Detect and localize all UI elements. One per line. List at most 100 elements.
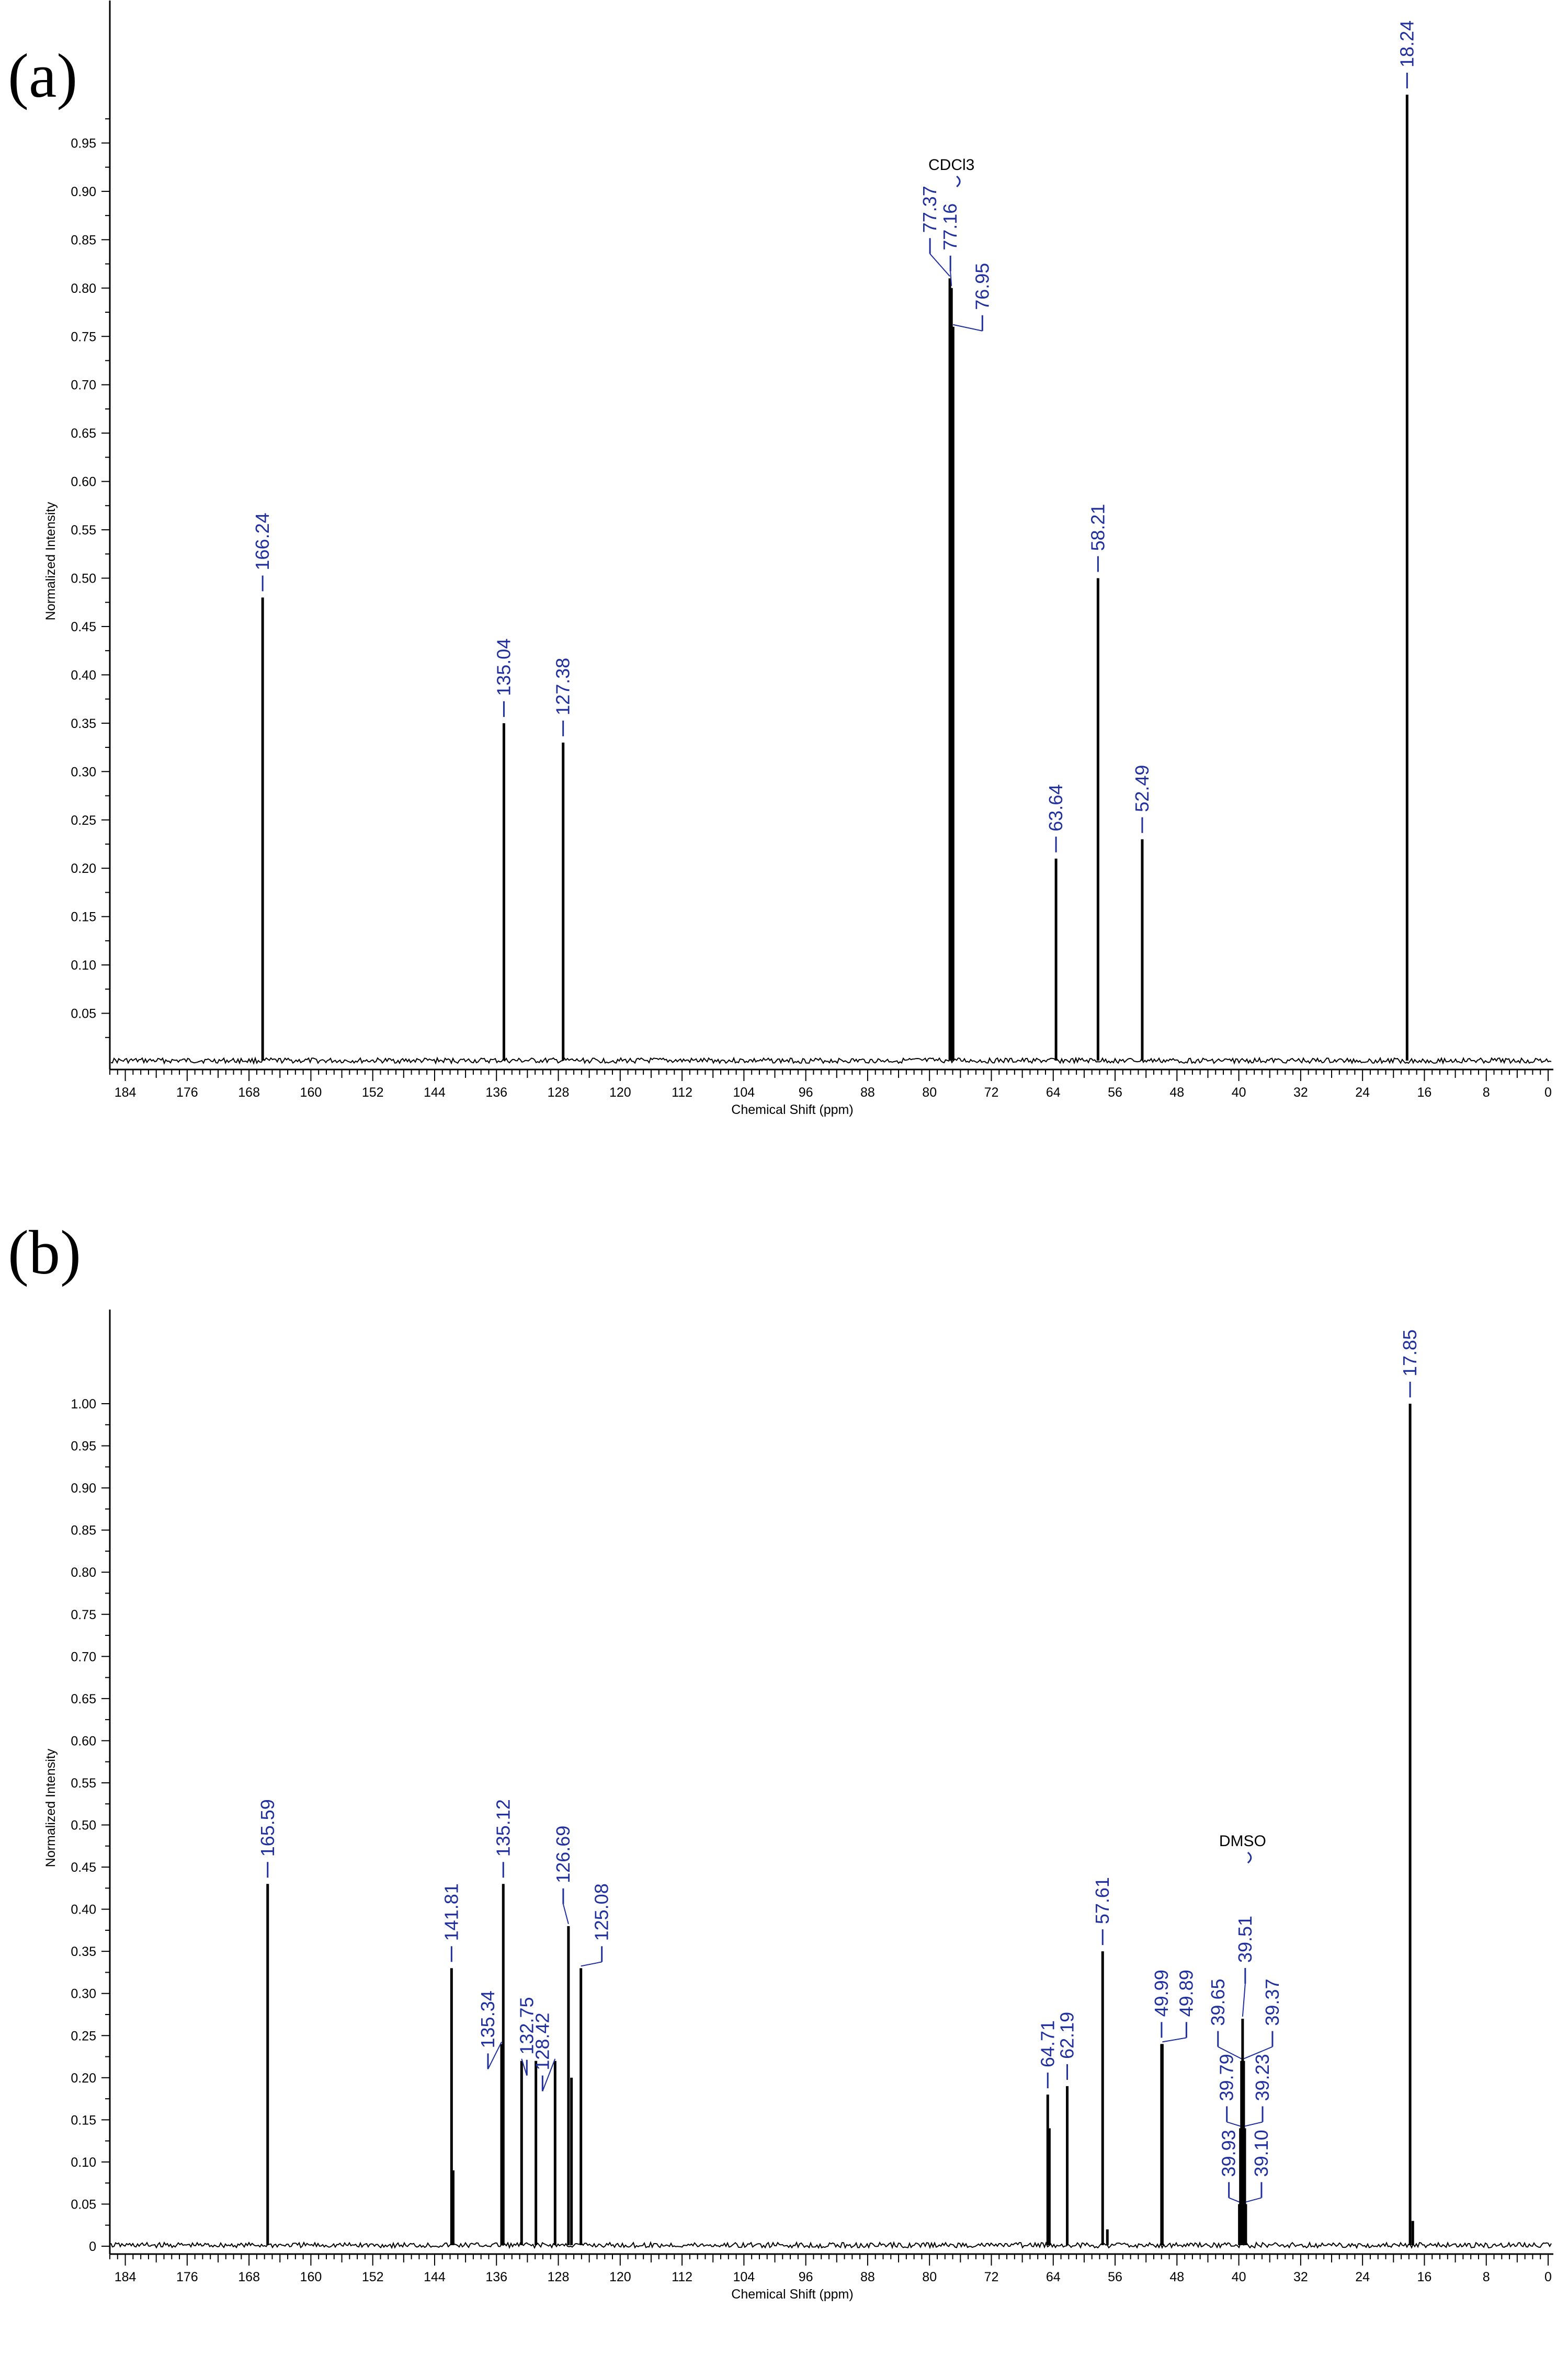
peak-label-135-04: 135.04 bbox=[493, 639, 514, 696]
x-tick-label-72: 72 bbox=[984, 2270, 999, 2284]
x-tick-label-160: 160 bbox=[300, 1085, 322, 1100]
y-tick-label-0-60: 0.60 bbox=[71, 475, 96, 490]
y-tick-label-0-50: 0.50 bbox=[71, 1818, 96, 1833]
x-tick-label-64: 64 bbox=[1046, 1085, 1061, 1100]
panel-b: (b)184 176 168 160 152 144 136 128 120 112 104 96 88… bbox=[8, 1218, 1553, 2302]
peak-label-127-38: 127.38 bbox=[552, 658, 574, 715]
peak-label-141-81: 141.81 bbox=[440, 1883, 462, 1941]
peak-label-132-75: 132.75 bbox=[516, 1997, 537, 2054]
peak-label-39-79: 39.79 bbox=[1216, 2054, 1237, 2101]
panel-a: (a)184 176 168 160 152 144 136 128 120 112 104 96 88… bbox=[8, 1, 1553, 1117]
x-tick-label-24: 24 bbox=[1355, 2270, 1370, 2284]
x-tick-label-144: 144 bbox=[424, 1085, 446, 1100]
peak-label-125-08: 125.08 bbox=[591, 1883, 612, 1941]
peak-label-64-71: 64.71 bbox=[1037, 2020, 1058, 2067]
x-tick-label-0: 0 bbox=[1544, 2270, 1552, 2284]
y-tick-label-0-75: 0.75 bbox=[71, 1608, 96, 1622]
x-tick-label-96: 96 bbox=[799, 1085, 813, 1100]
peak-label-39-65: 39.65 bbox=[1207, 1978, 1229, 2026]
peak-label-39-51: 39.51 bbox=[1234, 1916, 1256, 1963]
x-tick-label-184: 184 bbox=[115, 1085, 137, 1100]
x-tick-label-80: 80 bbox=[922, 1085, 937, 1100]
peak-label-57-61: 57.61 bbox=[1092, 1877, 1113, 1924]
peak-connector-126-69 bbox=[562, 1904, 569, 1925]
x-tick-label-32: 32 bbox=[1293, 1085, 1308, 1100]
y-tick-label-0-80: 0.80 bbox=[71, 281, 96, 296]
x-tick-label-184: 184 bbox=[115, 2270, 137, 2284]
peak-connector-128-42 bbox=[542, 2058, 556, 2091]
peak-label-63-64: 63.64 bbox=[1045, 784, 1066, 832]
x-tick-label-8: 8 bbox=[1483, 2270, 1490, 2284]
peak-label-39-37: 39.37 bbox=[1262, 1978, 1283, 2026]
peak-connector-39-37 bbox=[1243, 2046, 1273, 2060]
peak-connector-76-95 bbox=[953, 324, 983, 332]
peak-connector-39-23 bbox=[1244, 2121, 1263, 2127]
peak-label-39-23: 39.23 bbox=[1252, 2054, 1273, 2101]
peak-connector-77-16 bbox=[950, 271, 952, 286]
x-tick-label-0: 0 bbox=[1544, 1085, 1552, 1100]
baseline-trace bbox=[110, 1056, 1552, 1065]
y-axis-title: Normalized Intensity bbox=[43, 502, 58, 620]
y-tick-label-0-20: 0.20 bbox=[71, 2071, 96, 2086]
y-tick-label-0-05: 0.05 bbox=[71, 1007, 96, 1021]
y-tick-label-0-20: 0.20 bbox=[71, 861, 96, 876]
x-tick-label-128: 128 bbox=[548, 1085, 570, 1100]
peak-connector-39-93 bbox=[1229, 2197, 1240, 2203]
baseline-trace bbox=[110, 2240, 1552, 2249]
y-tick-label-0-65: 0.65 bbox=[71, 426, 96, 441]
x-tick-label-112: 112 bbox=[672, 2270, 692, 2284]
y-tick-label-0-25: 0.25 bbox=[71, 813, 96, 828]
y-tick-label-0-45: 0.45 bbox=[71, 620, 96, 634]
peak-label-18-24: 18.24 bbox=[1396, 20, 1417, 67]
x-tick-label-40: 40 bbox=[1232, 1085, 1246, 1100]
x-tick-label-168: 168 bbox=[238, 2270, 260, 2284]
peak-label-49-99: 49.99 bbox=[1151, 1970, 1172, 2017]
peak-connector-49-89 bbox=[1162, 2037, 1187, 2043]
peak-connector-125-08 bbox=[581, 1961, 602, 1967]
y-tick-label-0-55: 0.55 bbox=[71, 1776, 96, 1791]
solvent-label-dmso: DMSO bbox=[1219, 1833, 1266, 1850]
x-tick-label-88: 88 bbox=[860, 1085, 875, 1100]
x-tick-label-152: 152 bbox=[362, 2270, 384, 2284]
x-tick-label-48: 48 bbox=[1169, 1085, 1184, 1100]
peak-label-135-12: 135.12 bbox=[492, 1799, 514, 1857]
y-tick-label-0: 0 bbox=[89, 2239, 96, 2254]
x-tick-label-16: 16 bbox=[1417, 1085, 1432, 1100]
x-tick-label-176: 176 bbox=[176, 2270, 198, 2284]
peak-label-17-85: 17.85 bbox=[1399, 1329, 1421, 1376]
x-tick-label-24: 24 bbox=[1355, 1085, 1370, 1100]
y-tick-label-0-55: 0.55 bbox=[71, 523, 96, 538]
solvent-brace bbox=[956, 175, 961, 188]
y-tick-label-0-35: 0.35 bbox=[71, 716, 96, 731]
peak-label-62-19: 62.19 bbox=[1056, 2012, 1078, 2059]
peak-label-128-42: 128.42 bbox=[531, 2012, 553, 2070]
peak-label-77-37: 77.37 bbox=[919, 186, 940, 233]
x-tick-label-120: 120 bbox=[609, 1085, 631, 1100]
x-tick-label-80: 80 bbox=[922, 2270, 937, 2284]
y-tick-label-0-25: 0.25 bbox=[71, 2029, 96, 2043]
peak-connector-77-37 bbox=[929, 253, 950, 277]
x-tick-label-160: 160 bbox=[300, 2270, 322, 2284]
panel-label: (b) bbox=[8, 1218, 81, 1287]
peak-label-77-16: 77.16 bbox=[939, 203, 961, 251]
x-tick-label-104: 104 bbox=[733, 2270, 755, 2284]
y-tick-label-0-45: 0.45 bbox=[71, 1860, 96, 1875]
x-tick-label-56: 56 bbox=[1108, 2270, 1122, 2284]
y-tick-label-0-40: 0.40 bbox=[71, 1903, 96, 1917]
peak-connector-132-75 bbox=[521, 2058, 528, 2076]
x-tick-label-168: 168 bbox=[238, 1085, 260, 1100]
x-tick-label-136: 136 bbox=[485, 1085, 507, 1100]
x-tick-label-40: 40 bbox=[1232, 2270, 1246, 2284]
y-tick-label-0-95: 0.95 bbox=[71, 136, 96, 151]
y-tick-label-0-30: 0.30 bbox=[71, 765, 96, 779]
peak-label-39-93: 39.93 bbox=[1218, 2130, 1240, 2177]
y-tick-label-0-15: 0.15 bbox=[71, 2113, 96, 2128]
y-tick-label-0-70: 0.70 bbox=[71, 1649, 96, 1664]
peak-label-165-59: 165.59 bbox=[257, 1799, 278, 1857]
y-tick-label-0-05: 0.05 bbox=[71, 2197, 96, 2212]
x-tick-label-128: 128 bbox=[548, 2270, 570, 2284]
y-tick-label-0-10: 0.10 bbox=[71, 958, 96, 973]
x-tick-label-104: 104 bbox=[733, 1085, 755, 1100]
peak-label-49-89: 49.89 bbox=[1175, 1970, 1197, 2017]
